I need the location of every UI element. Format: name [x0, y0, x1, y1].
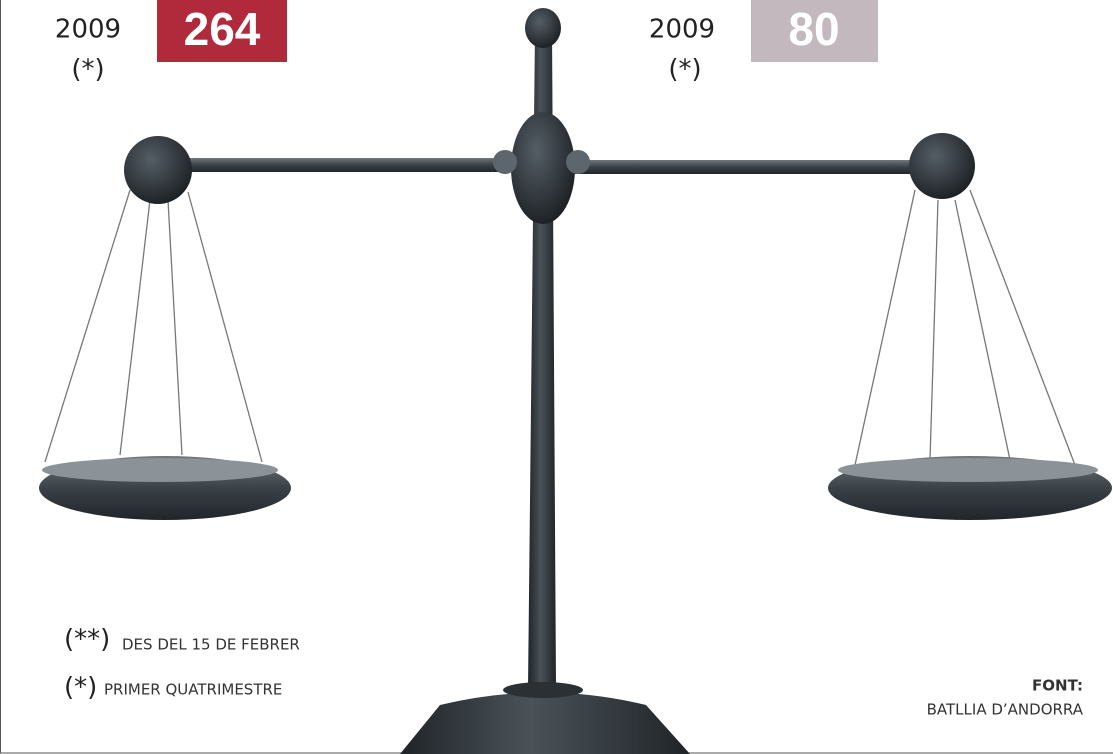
note-mark: (**)	[64, 625, 110, 655]
right-value: 80	[788, 3, 839, 55]
source-label: FONT:	[1032, 677, 1083, 695]
note-mark: (*)	[64, 673, 97, 703]
left-year: 2009	[55, 15, 121, 45]
left-value: 264	[184, 3, 261, 55]
note-text: PRIMER QUATRIMESTRE	[104, 681, 282, 699]
right-note: (*)	[668, 55, 701, 85]
note-text: DES DEL 15 DE FEBRER	[122, 636, 300, 654]
infographic: 2009 (*) 264 2009 (*) 80 (**) DES DEL 15…	[0, 0, 1113, 754]
right-year: 2009	[649, 15, 715, 45]
left-note: (*)	[71, 55, 104, 85]
source-text: BATLLIA D’ANDORRA	[927, 701, 1084, 719]
